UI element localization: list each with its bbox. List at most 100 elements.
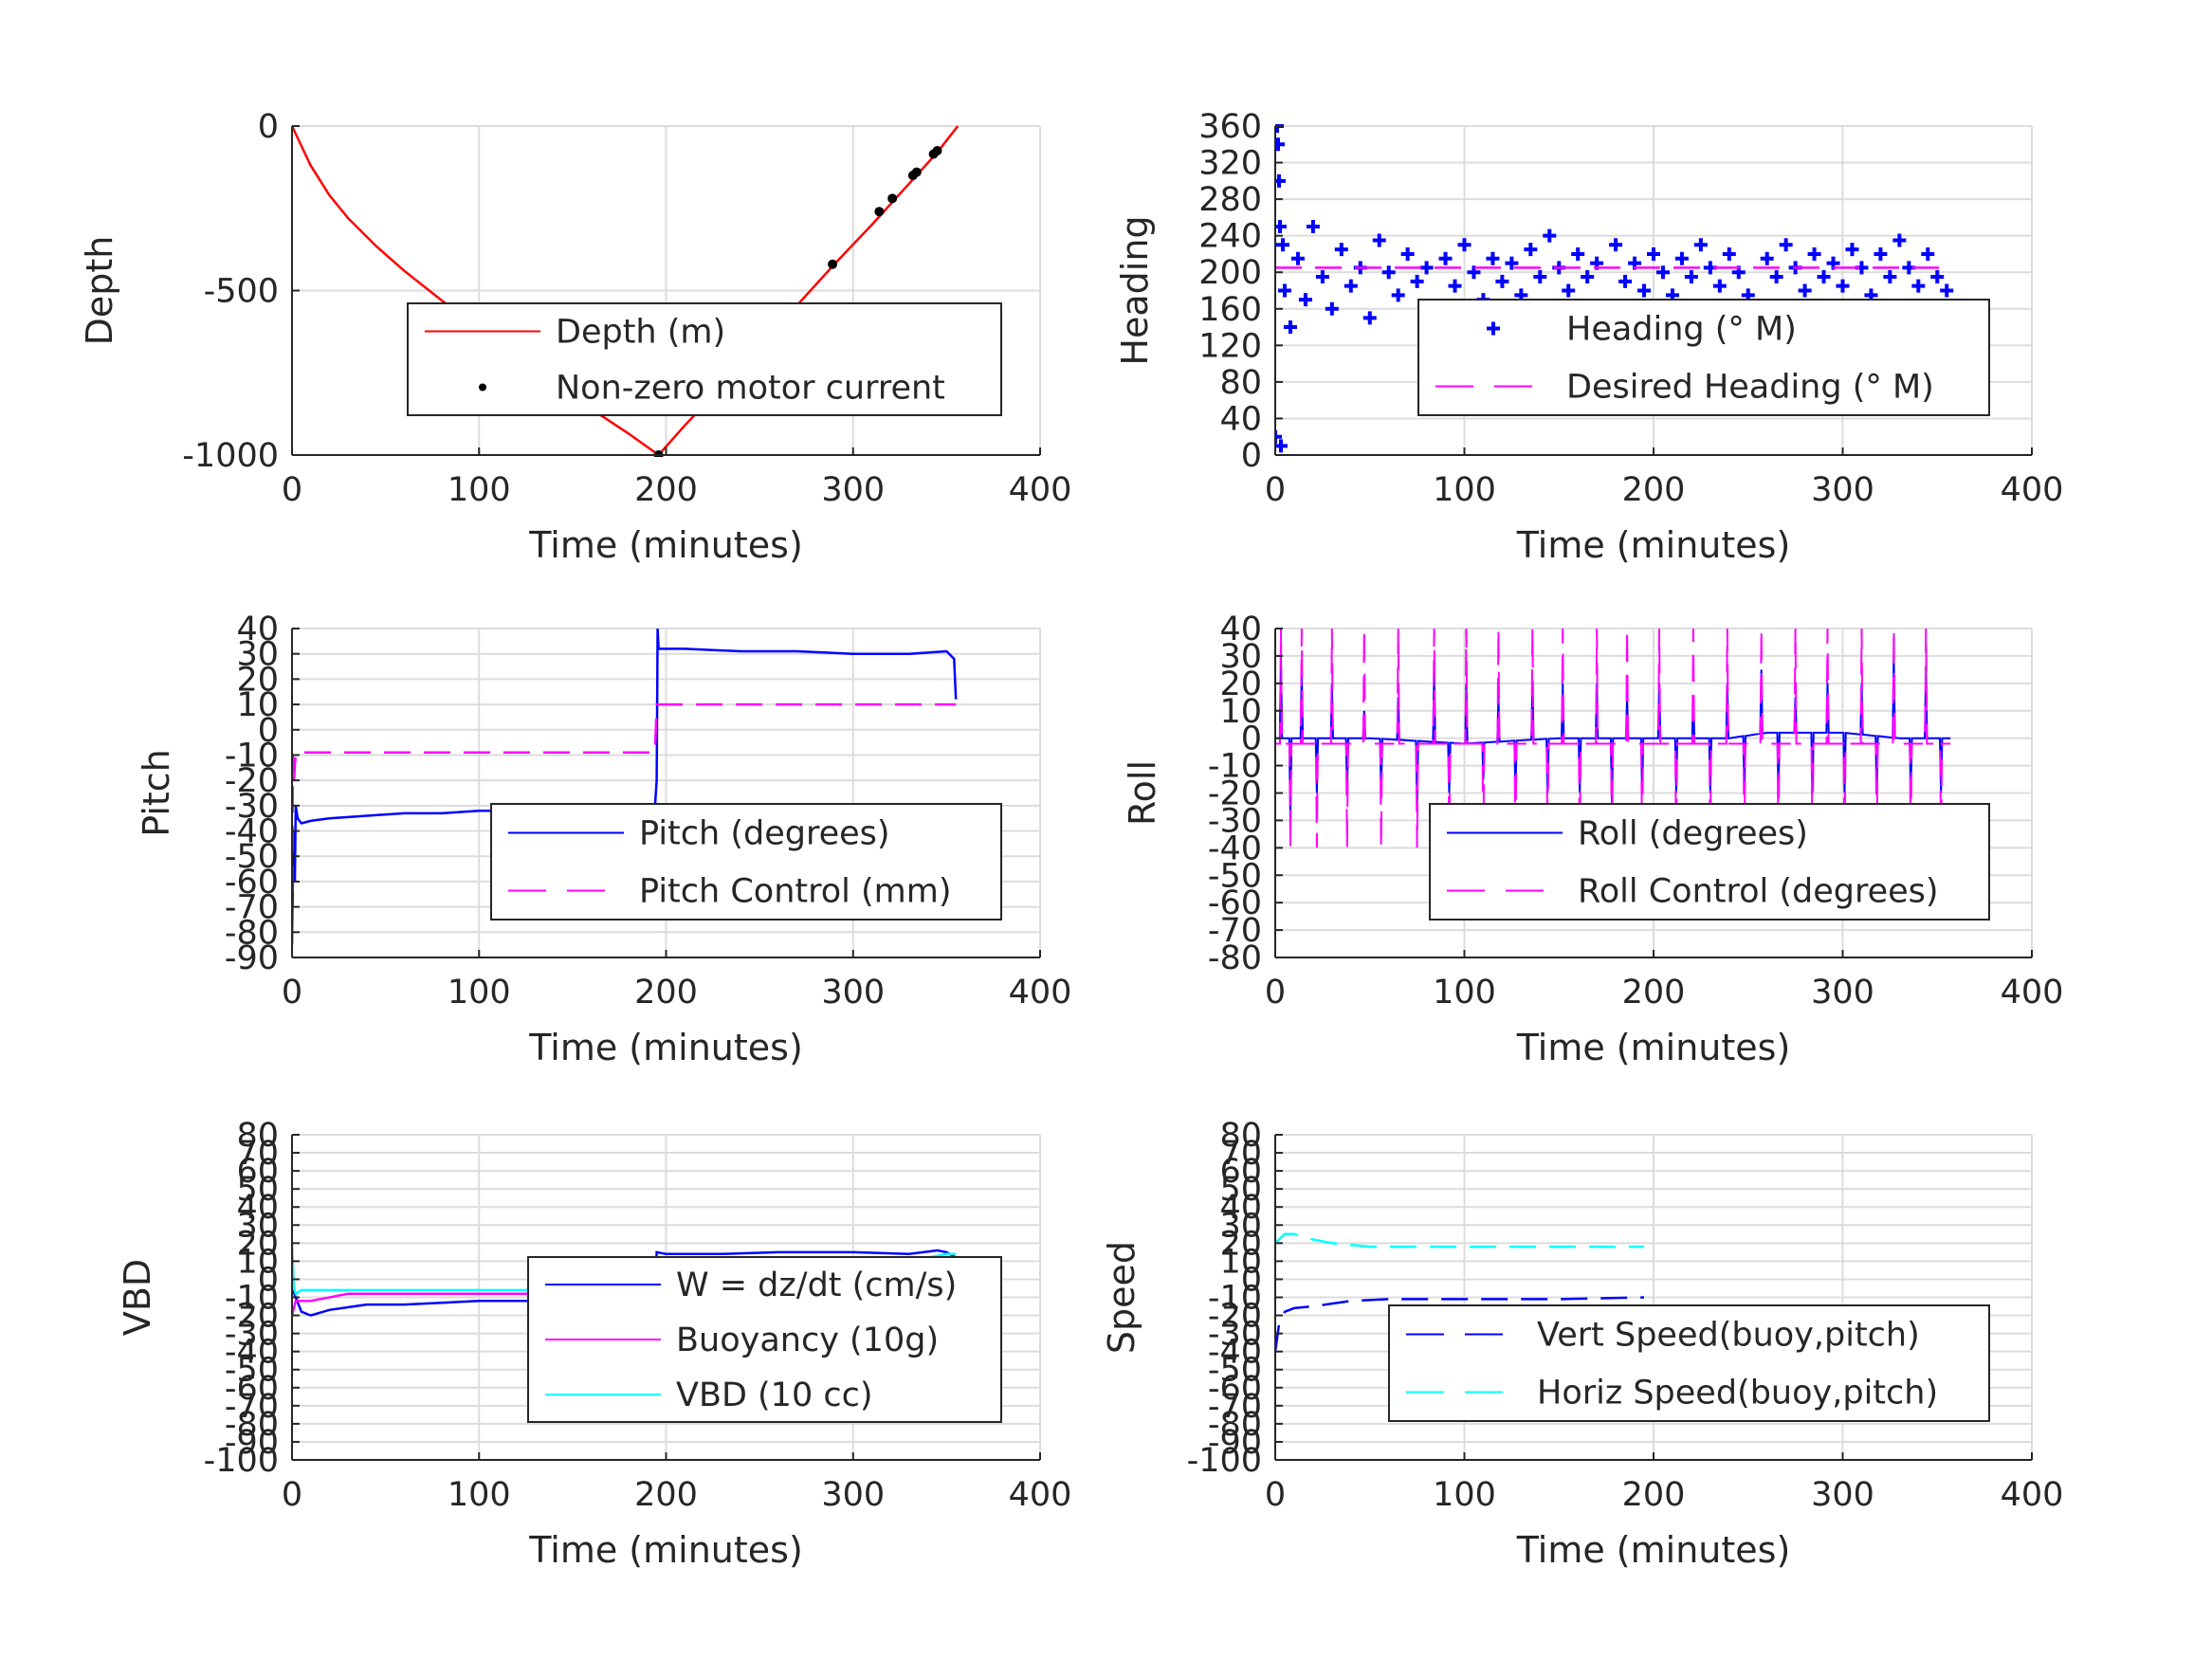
depth-xtick-label-1: 100: [448, 471, 511, 509]
heading-ytick-label-3: 120: [1198, 327, 1262, 365]
vbd-ytick-label-4: 40: [236, 1189, 279, 1227]
pitch-xtick-label-0: 0: [282, 974, 302, 1012]
pitch-ytick-label-1: 30: [236, 636, 279, 674]
heading-series-0-point-27: [1457, 238, 1472, 252]
depth-legend-label-0: Depth (m): [556, 314, 725, 352]
heading-series-0-point-26: [1448, 279, 1462, 293]
heading-series-0-point-52: [1693, 238, 1708, 252]
pitch-xtick-label-4: 400: [1009, 974, 1072, 1012]
heading-series-0-point-22: [1410, 274, 1424, 288]
pitch-xtick-label-3: 300: [821, 974, 885, 1012]
roll-legend-label-0: Roll (degrees): [1578, 815, 1808, 853]
heading-series-0-point-48: [1655, 265, 1670, 280]
heading-series-0-point-30: [1486, 251, 1500, 265]
depth-xtick-label-3: 300: [821, 471, 885, 509]
heading-ytick-label-4: 160: [1198, 291, 1262, 329]
heading-legend-marker-0: [1487, 321, 1500, 336]
speed-ytick-label-14: -60: [1208, 1370, 1262, 1408]
pitch-ytick-label-13: -90: [225, 939, 279, 977]
speed-ytick-label-15: -70: [1208, 1388, 1262, 1426]
heading-ytick-label-0: 0: [1241, 437, 1262, 475]
speed-ytick-label-8: 0: [1241, 1261, 1262, 1299]
speed-series-1: [1275, 1232, 1644, 1249]
roll-ytick-label-1: 30: [1219, 638, 1262, 676]
heading-series-0-point-71: [1874, 246, 1888, 261]
roll-ytick-label-3: 10: [1219, 693, 1262, 731]
roll-ylabel: Roll: [1122, 760, 1163, 826]
pitch-ytick-label-9: -50: [225, 838, 279, 876]
heading-series-0-point-25: [1438, 251, 1453, 265]
heading-series-0-point-14: [1334, 243, 1348, 257]
heading-series-0-point-23: [1419, 261, 1434, 275]
roll-xlabel: Time (minutes): [1516, 1027, 1791, 1068]
depth-legend-marker-1: [479, 383, 486, 392]
heading-legend-label-1: Desired Heading (° M): [1566, 369, 1934, 407]
heading-legend: Heading (° M) Desired Heading (° M): [1417, 299, 1990, 416]
depth-series-0: [292, 125, 960, 457]
depth-xtick-label-2: 200: [634, 471, 698, 509]
roll-legend-label-1: Roll Control (degrees): [1578, 873, 1939, 911]
pitch-ytick-label-11: -70: [225, 889, 279, 927]
depth-ylabel: Depth: [79, 236, 120, 346]
speed-ytick-label-16: -80: [1208, 1406, 1262, 1444]
speed-ytick-label-4: 40: [1219, 1189, 1262, 1227]
pitch-xtick-label-1: 100: [448, 974, 511, 1012]
depth-xtick-label-0: 0: [282, 471, 302, 509]
vbd-ytick-label-7: 10: [236, 1243, 279, 1281]
subplot-depth: 0 100 200 300 400 0 -500 -1000 Time (minutes) Dep…: [79, 108, 1071, 566]
roll-ytick-label-0: 40: [1219, 611, 1262, 648]
heading-series-0-point-50: [1674, 251, 1689, 265]
heading-ytick-label-8: 320: [1198, 145, 1262, 183]
subplot-vbd: 0 100 200 300 40080706050403020100-10-20-30-…: [117, 1117, 1071, 1571]
depth-series-1-point-7: [932, 146, 942, 156]
speed-legend-label-1: Horiz Speed(buoy,pitch): [1537, 1375, 1938, 1413]
subplot-pitch: 0 100 200 300 400403020100-10-20-30-40-50-60…: [136, 611, 1071, 1068]
speed-ytick-label-5: 30: [1219, 1207, 1262, 1245]
speed-legend-label-0: Vert Speed(buoy,pitch): [1537, 1317, 1920, 1355]
heading-series-0-point-7: [1277, 283, 1291, 298]
vbd-ytick-label-16: -80: [225, 1406, 279, 1444]
roll-ytick-label-11: -70: [1208, 912, 1262, 950]
vbd-legend: W = dz/dt (cm/s) Buoyancy (10g) VBD (10 cc…: [527, 1256, 1002, 1423]
pitch-ytick-label-2: 20: [236, 661, 279, 699]
heading-series-0-point-8: [1283, 320, 1297, 335]
heading-series-0-point-0: [1275, 429, 1282, 444]
pitch-legend-label-1: Pitch Control (mm): [639, 873, 951, 911]
heading-legend-label-0: Heading (° M): [1566, 311, 1797, 349]
pitch-legend-box: [490, 803, 1002, 921]
heading-series-0-point-31: [1495, 274, 1509, 288]
roll-xtick-label-2: 200: [1622, 974, 1686, 1012]
heading-data: [1275, 124, 1954, 453]
vbd-legend-label-0: W = dz/dt (cm/s): [676, 1267, 957, 1304]
speed-ytick-label-11: -30: [1208, 1316, 1262, 1354]
depth-xlabel: Time (minutes): [528, 524, 803, 566]
depth-xtick-label-4: 400: [1009, 471, 1072, 509]
pitch-series-1: [292, 702, 957, 933]
heading-series-0-point-32: [1505, 256, 1519, 270]
heading-legend-box: [1417, 299, 1990, 416]
vbd-ytick-label-17: -90: [225, 1424, 279, 1462]
speed-ytick-label-0: 80: [1219, 1117, 1262, 1155]
depth-legend-box: [407, 302, 1002, 416]
speed-legend-box: [1388, 1304, 1990, 1422]
speed-ytick-label-10: -20: [1208, 1298, 1262, 1336]
depth-series-1-point-5: [911, 167, 922, 177]
heading-series-0-point-28: [1467, 265, 1481, 280]
roll-xtick-label-3: 300: [1811, 974, 1874, 1012]
roll-ytick-label-5: -10: [1208, 748, 1262, 786]
roll-ytick-label-4: 0: [1241, 720, 1262, 758]
depth-series-1-point-3: [887, 193, 898, 204]
heading-series-0-point-18: [1372, 233, 1386, 247]
vbd-xtick-label-1: 100: [448, 1476, 511, 1514]
heading-series-0-point-76: [1921, 246, 1935, 261]
speed-data: [1275, 1232, 1645, 1352]
heading-series-0-point-73: [1892, 233, 1907, 247]
heading-series-0-point-77: [1930, 270, 1945, 284]
heading-series-0-point-10: [1298, 293, 1312, 307]
depth-legend: Depth (m) Non-zero motor current: [407, 302, 1002, 416]
speed-legend: Vert Speed(buoy,pitch) Horiz Speed(buoy,p…: [1388, 1304, 1990, 1422]
depth-ytick-label-1: -500: [204, 273, 279, 311]
pitch-xlabel: Time (minutes): [528, 1027, 803, 1068]
heading-ytick-label-5: 200: [1198, 254, 1262, 292]
vbd-ytick-label-3: 50: [236, 1171, 279, 1209]
